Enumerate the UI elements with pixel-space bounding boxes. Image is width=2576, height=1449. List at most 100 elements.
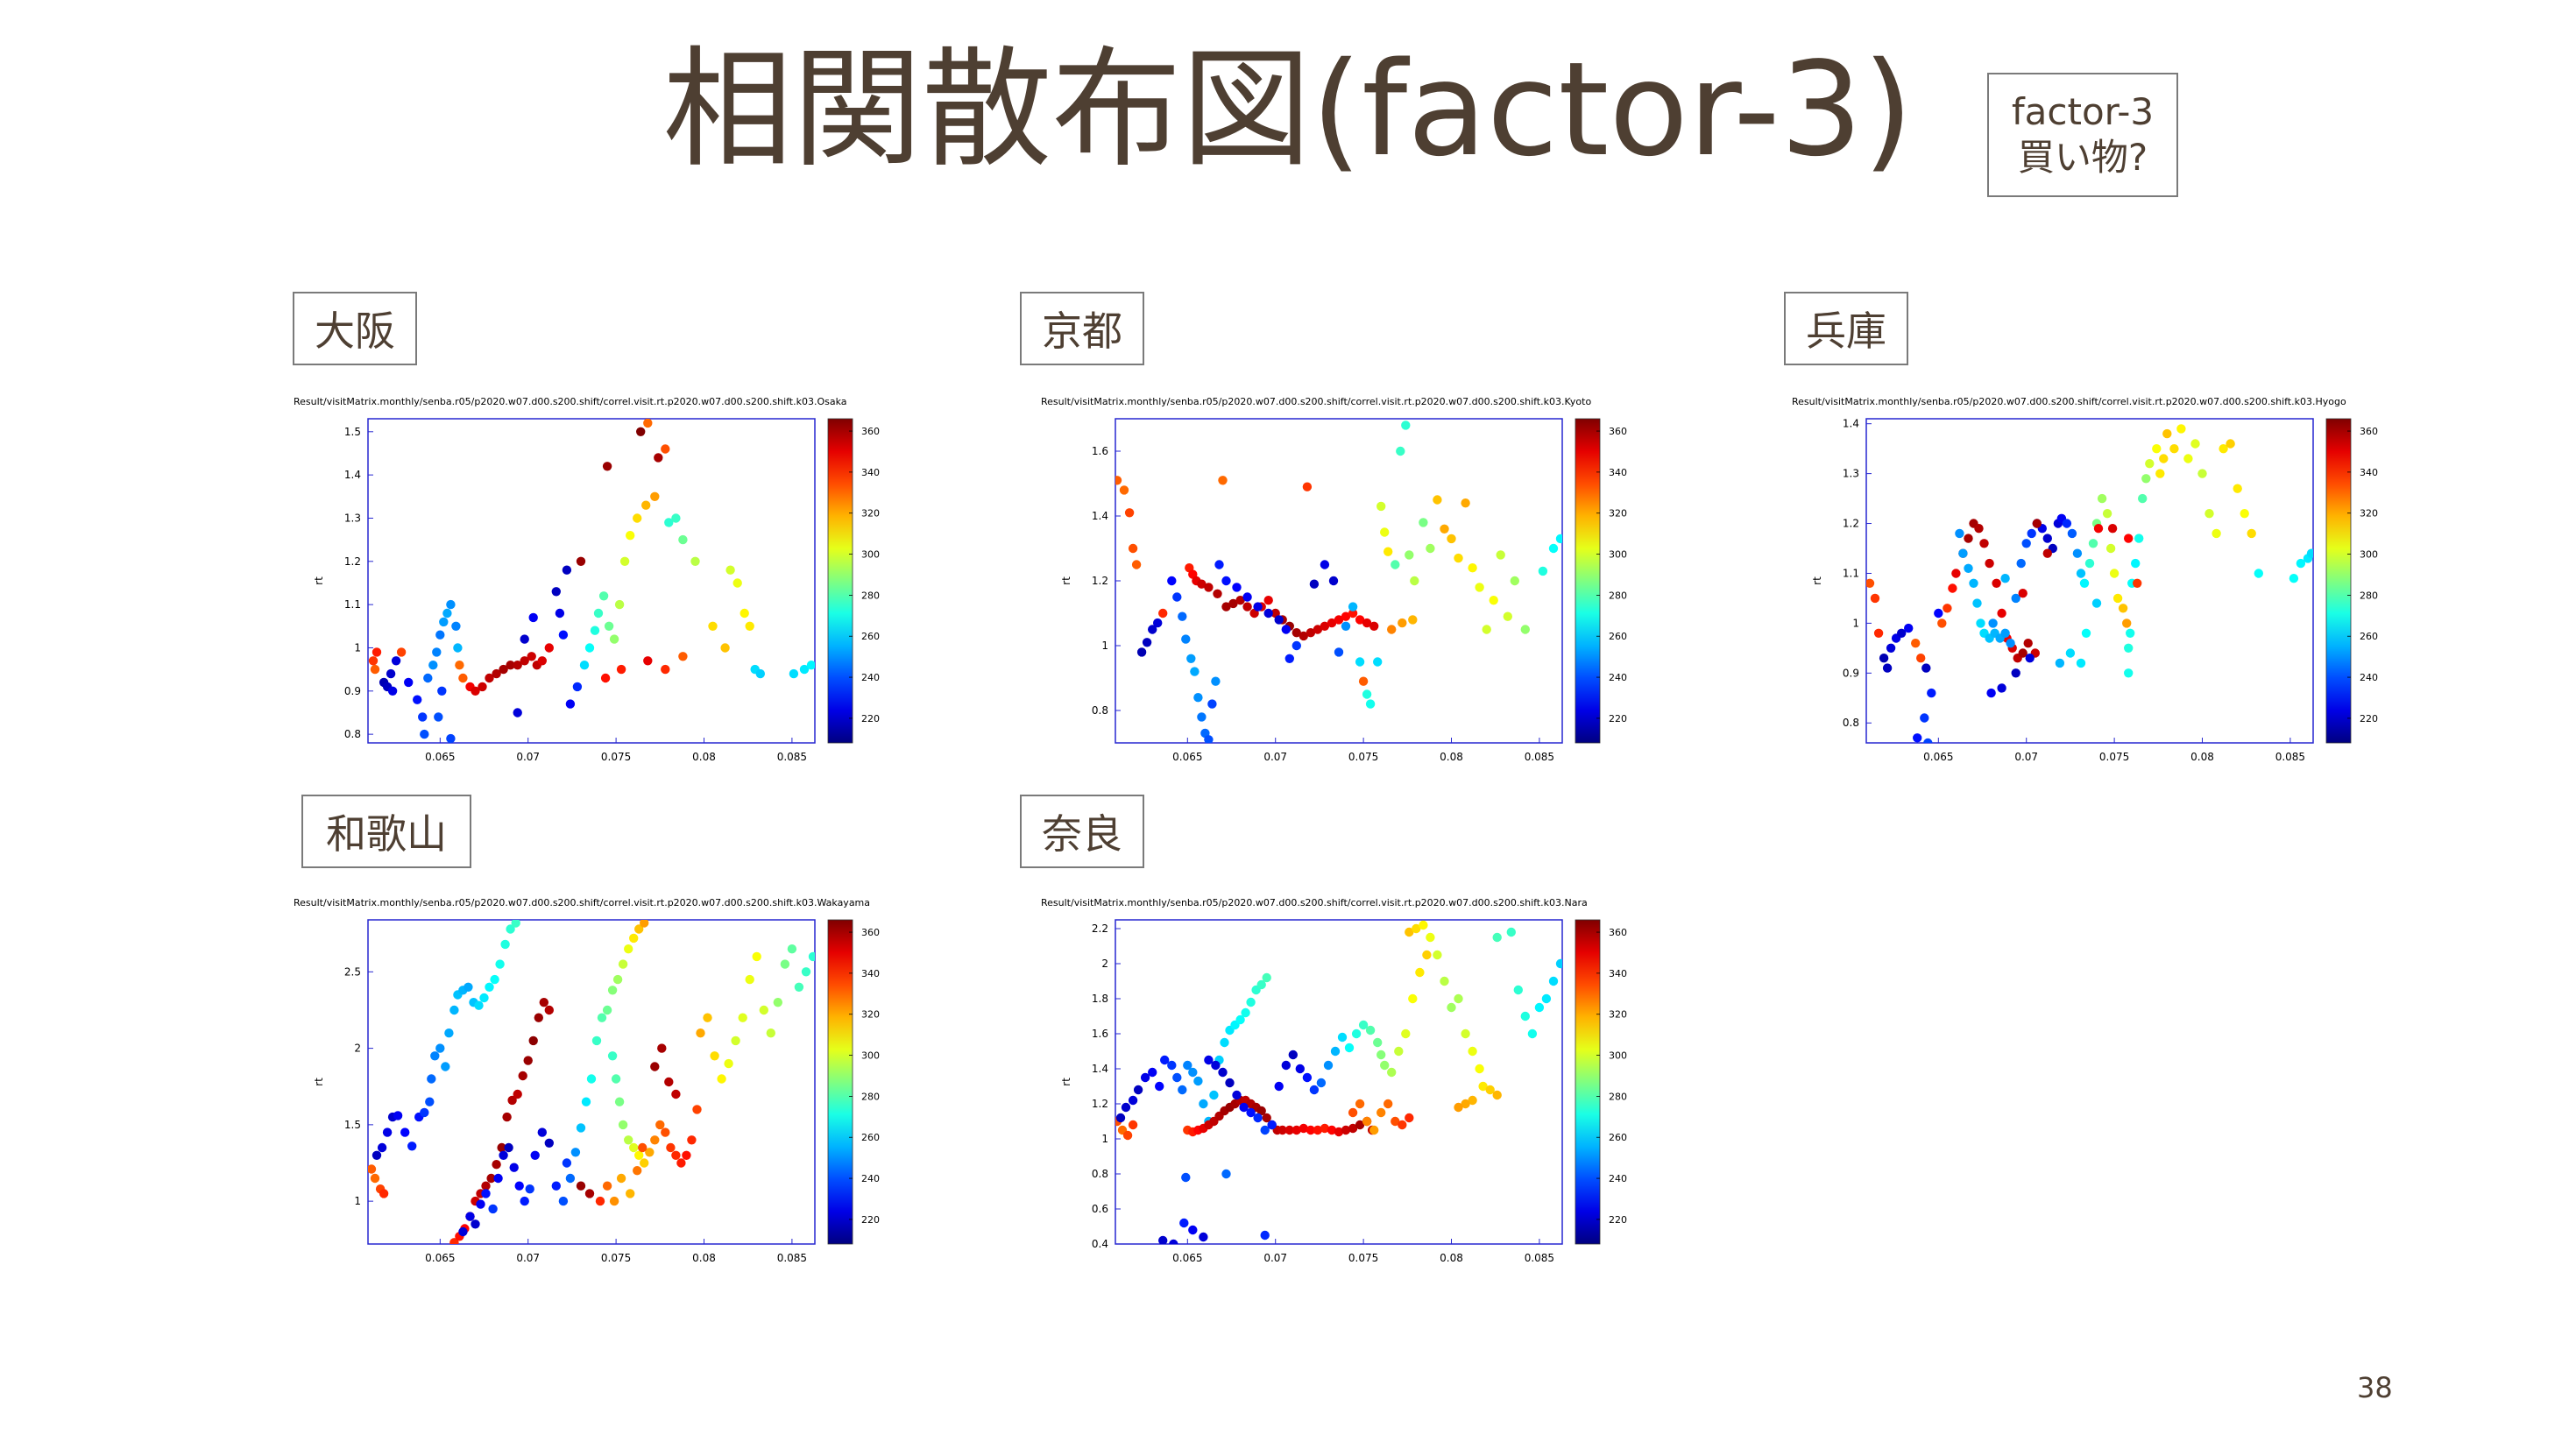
scatter-point xyxy=(513,1089,522,1099)
scatter-point xyxy=(678,652,688,661)
scatter-point xyxy=(634,1150,644,1160)
scatter-point xyxy=(1204,735,1214,743)
chart-title: Result/visitMatrix.monthly/senba.r05/p20… xyxy=(1041,396,1591,407)
factor-note-line2: 買い物? xyxy=(2017,136,2148,179)
scatter-point xyxy=(1447,1002,1456,1013)
scatter-point xyxy=(1284,654,1294,663)
scatter-point xyxy=(1380,527,1390,537)
scatter-point xyxy=(1506,927,1516,937)
scatter-point xyxy=(1260,1125,1270,1135)
scatter-point xyxy=(444,1028,454,1038)
x-tick-label: 0.08 xyxy=(1440,1252,1463,1264)
scatter-point xyxy=(612,974,623,985)
scatter-point xyxy=(1897,628,1907,638)
scatter-point xyxy=(1433,495,1442,505)
scatter-point xyxy=(2062,519,2072,528)
scatter-point xyxy=(643,656,653,666)
x-tick-label: 0.065 xyxy=(425,751,455,763)
scatter-point xyxy=(806,661,815,670)
scatter-point xyxy=(1148,1067,1157,1078)
scatter-point xyxy=(602,1181,612,1191)
colorbar-tick-label: 240 xyxy=(1609,1173,1627,1184)
scatter-point xyxy=(731,1036,740,1046)
scatter-point xyxy=(490,974,499,985)
scatter-point xyxy=(1380,1060,1390,1071)
scatter-point xyxy=(2000,628,2010,638)
colorbar-tick-label: 340 xyxy=(861,467,880,478)
scatter-point xyxy=(1153,618,1163,628)
scatter-point xyxy=(1974,524,1984,534)
colorbar-tick-label: 360 xyxy=(1609,927,1627,938)
scatter-point xyxy=(1510,576,1519,586)
scatter-point xyxy=(485,982,494,992)
y-tick-label: 1 xyxy=(1101,1133,1108,1145)
scatter-point xyxy=(1478,1081,1488,1092)
scatter-point xyxy=(479,993,489,1003)
scatter-point xyxy=(379,1189,389,1198)
scatter-point xyxy=(1211,1060,1221,1071)
scatter-point xyxy=(2027,528,2036,539)
scatter-point xyxy=(1221,1169,1231,1179)
scatter-point xyxy=(1167,1060,1177,1071)
scatter-point xyxy=(1362,618,1372,628)
x-axis-label: visit xyxy=(1328,1269,1350,1270)
scatter-point xyxy=(2219,444,2228,454)
scatter-point xyxy=(1426,932,1435,943)
y-tick-label: 1 xyxy=(1852,617,1859,629)
scatter-point xyxy=(1328,576,1339,586)
scatter-point xyxy=(391,656,401,666)
scatter-point xyxy=(1131,560,1142,569)
x-tick-label: 0.08 xyxy=(2190,751,2214,763)
scatter-point xyxy=(1220,1037,1229,1048)
scatter-point xyxy=(1124,508,1135,518)
scatter-point xyxy=(1534,1002,1545,1013)
scatter-point xyxy=(492,1160,501,1170)
chart-title: Result/visitMatrix.monthly/senba.r05/p20… xyxy=(1792,396,2346,407)
scatter-point xyxy=(525,1184,534,1194)
scatter-point xyxy=(441,1062,450,1071)
scatter-point xyxy=(1256,979,1266,990)
colorbar-tick-label: 280 xyxy=(861,1091,880,1102)
scatter-point xyxy=(755,668,765,679)
scatter-point xyxy=(766,1028,775,1038)
scatter-point xyxy=(1262,1113,1271,1123)
colorbar-tick-label: 220 xyxy=(1609,1214,1627,1226)
scatter-point xyxy=(650,491,660,501)
x-tick-label: 0.07 xyxy=(2014,751,2038,763)
scatter-point xyxy=(1489,596,1498,605)
scatter-point xyxy=(2118,604,2128,613)
scatter-point xyxy=(558,630,569,640)
scatter-point xyxy=(1337,1032,1348,1043)
y-tick-label: 1.4 xyxy=(344,469,361,481)
scatter-point xyxy=(1158,608,1168,618)
scatter-point xyxy=(1197,579,1207,589)
scatter-point xyxy=(1387,625,1397,634)
scatter-point xyxy=(544,1005,554,1015)
scatter-point xyxy=(499,1150,508,1160)
scatter-point xyxy=(1128,1095,1138,1106)
scatter-point xyxy=(2076,658,2086,668)
scatter-point xyxy=(509,1163,519,1172)
scatter-point xyxy=(423,673,433,683)
scatter-point xyxy=(2032,519,2042,528)
x-tick-label: 0.08 xyxy=(692,1252,716,1264)
colorbar-tick-label: 300 xyxy=(1609,1050,1627,1062)
scatter-point xyxy=(377,1142,387,1153)
scatter-point xyxy=(1309,1085,1320,1095)
scatter-point xyxy=(1181,1172,1191,1183)
scatter-point xyxy=(1873,628,1884,638)
scatter-point xyxy=(633,1166,642,1176)
scatter-point xyxy=(1204,1055,1214,1065)
scatter-point xyxy=(513,661,522,670)
scatter-point xyxy=(1408,993,1418,1004)
scatter-point xyxy=(1401,1028,1411,1039)
scatter-point xyxy=(1485,1085,1495,1095)
scatter-point xyxy=(446,733,456,743)
scatter-point xyxy=(2152,444,2162,454)
scatter-point xyxy=(1482,625,1491,634)
scatter-point xyxy=(1886,643,1896,653)
y-tick-label: 1.6 xyxy=(1092,445,1108,457)
points-group xyxy=(368,920,815,1244)
scatter-point xyxy=(616,1173,626,1184)
scatter-point xyxy=(636,427,646,436)
